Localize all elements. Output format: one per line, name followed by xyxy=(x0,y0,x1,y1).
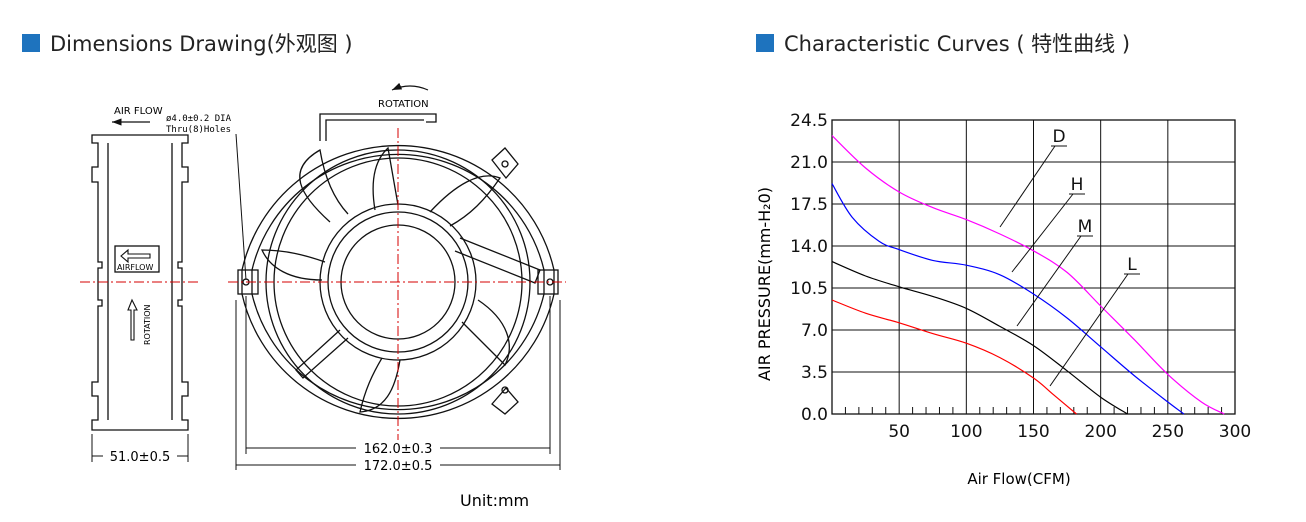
y-tick-label: 14.0 xyxy=(790,237,828,257)
curves-header: Characteristic Curves ( 特性曲线 ) xyxy=(756,28,1130,58)
chart-ylabel: AIR PRESSURE(mm-H₂0) xyxy=(755,187,774,381)
chart-series xyxy=(831,135,1225,415)
x-tick-label: 150 xyxy=(1017,422,1049,442)
x-tick-label: 200 xyxy=(1084,422,1116,442)
rotation-side-label: ROTATION xyxy=(143,304,152,345)
outer-dim-label: 172.0±0.5 xyxy=(364,459,433,474)
unit-label: Unit:mm xyxy=(460,491,529,510)
x-tick-label: 300 xyxy=(1219,422,1251,442)
series-line-D xyxy=(831,135,1225,415)
rotation-top-label: ROTATION xyxy=(378,99,429,110)
y-tick-label: 24.5 xyxy=(790,111,828,131)
y-tick-label: 17.5 xyxy=(790,195,828,215)
y-tick-label: 21.0 xyxy=(790,153,828,173)
annotation-label-L: L xyxy=(1127,255,1137,275)
annotation-leader-H xyxy=(1011,193,1074,273)
y-tick-label: 0.0 xyxy=(801,405,828,425)
annotation-leader-D xyxy=(999,145,1056,228)
y-tick-label: 10.5 xyxy=(790,279,828,299)
annotation-label-H: H xyxy=(1071,175,1084,195)
curves-title: Characteristic Curves ( 特性曲线 ) xyxy=(784,32,1131,56)
airflow-label: AIRFLOW xyxy=(117,263,153,272)
header-square-icon xyxy=(756,34,774,52)
dimensions-header: Dimensions Drawing(外观图 ) xyxy=(22,28,353,58)
annotation-leader-M xyxy=(1016,235,1082,327)
series-line-M xyxy=(831,261,1128,415)
annotation-label-M: M xyxy=(1078,217,1093,237)
width-dimension xyxy=(91,434,189,462)
y-tick-label: 7.0 xyxy=(801,321,828,341)
chart-ticks: 0.0 3.5 7.0 10.5 14.0 17.5 21.0 24.5 50 100 150 200… xyxy=(790,111,1251,442)
x-tick-label: 250 xyxy=(1152,422,1184,442)
rotation-arrow-icon xyxy=(391,82,429,91)
hole-note-2: Thru(8)Holes xyxy=(166,125,231,135)
chart-grid xyxy=(831,119,1236,415)
series-line-L xyxy=(831,299,1077,415)
annotation-label-D: D xyxy=(1052,127,1065,147)
front-dimensions xyxy=(235,296,561,470)
header-square-icon xyxy=(22,34,40,52)
y-tick-label: 3.5 xyxy=(801,363,828,383)
width-dim-label: 51.0±0.5 xyxy=(110,450,171,465)
hole-note-1: ø4.0±0.2 DIA xyxy=(166,114,232,124)
x-tick-label: 50 xyxy=(888,422,910,442)
chart-xlabel: Air Flow(CFM) xyxy=(967,470,1070,488)
inner-dim-label: 162.0±0.3 xyxy=(364,442,433,457)
dimensions-title: Dimensions Drawing(外观图 ) xyxy=(50,32,353,56)
chart-annotations: D H M L xyxy=(999,127,1140,387)
center-lines xyxy=(80,128,566,440)
hole-leader-line xyxy=(235,133,247,281)
air-flow-label: AIR FLOW xyxy=(114,106,163,117)
x-tick-label: 100 xyxy=(950,422,982,442)
series-line-H xyxy=(831,183,1185,415)
annotation-leader-L xyxy=(1049,273,1129,387)
